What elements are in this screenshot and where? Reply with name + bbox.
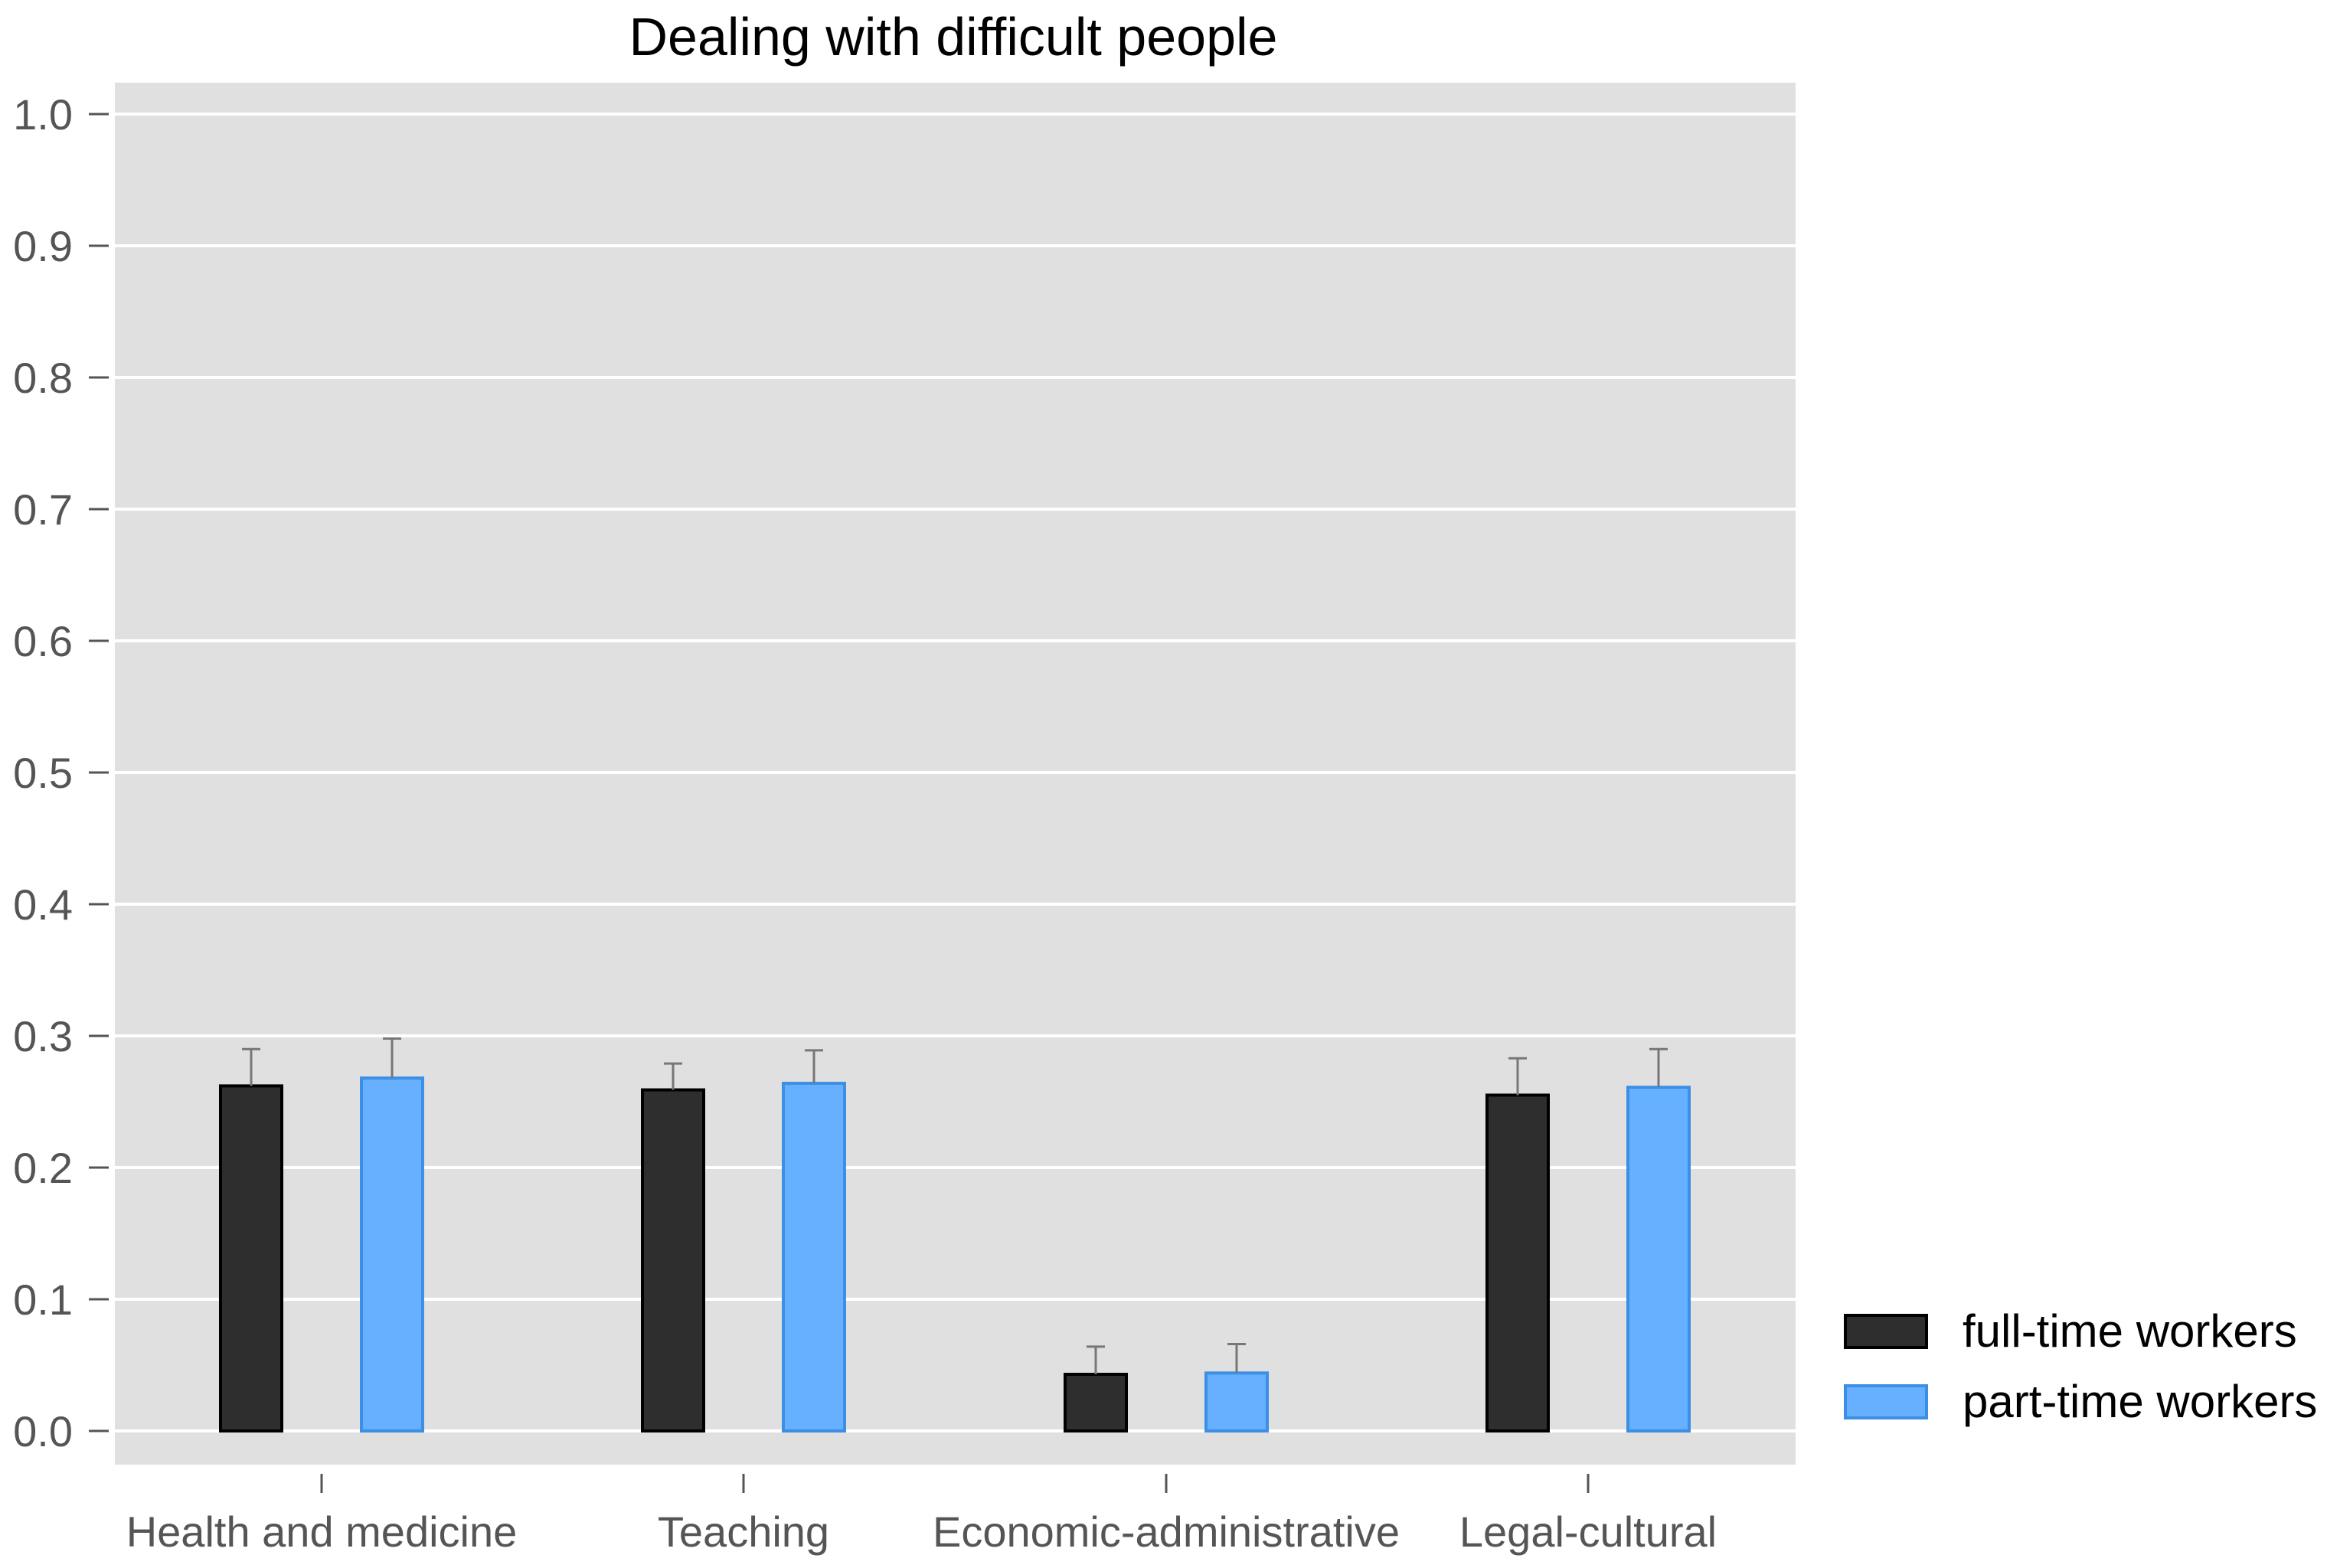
- y-tick-label: 0.9: [13, 222, 73, 270]
- x-tick-label: Economic-administrative: [933, 1508, 1400, 1556]
- bar-part-time: [782, 1081, 846, 1433]
- bar-part-time: [360, 1076, 424, 1433]
- legend-swatch: [1844, 1384, 1928, 1419]
- bar-full-time: [641, 1088, 705, 1433]
- y-tick-label: 1.0: [13, 90, 73, 139]
- legend-swatch: [1844, 1314, 1928, 1349]
- y-tick-label: 0.4: [13, 880, 73, 929]
- legend: full-time workers part-time workers: [1844, 1305, 2317, 1427]
- y-tick-label: 0.2: [13, 1144, 73, 1192]
- bar-full-time: [1485, 1093, 1550, 1433]
- y-tick-label: 0.7: [13, 485, 73, 534]
- x-tick-label: Health and medicine: [126, 1508, 518, 1556]
- chart-title: Dealing with difficult people: [629, 7, 1277, 67]
- y-tick-label: 0.1: [13, 1276, 73, 1324]
- y-tick-label: 0.0: [13, 1407, 73, 1455]
- bar-part-time: [1626, 1086, 1691, 1432]
- y-tick-label: 0.6: [13, 617, 73, 665]
- y-tick-label: 0.3: [13, 1012, 73, 1060]
- y-axis: 0.0 0.1 0.2 0.3 0.4 0.5 0.6 0.7 0.8 0.9 1.0: [13, 90, 109, 1455]
- y-tick-label: 0.8: [13, 354, 73, 402]
- bar-full-time: [219, 1084, 283, 1432]
- bar-full-time: [1064, 1373, 1128, 1433]
- legend-label: part-time workers: [1963, 1376, 2317, 1427]
- y-tick-label: 0.5: [13, 749, 73, 797]
- x-tick-label: Legal-cultural: [1459, 1508, 1717, 1556]
- bar-part-time: [1204, 1371, 1269, 1432]
- legend-label: full-time workers: [1963, 1305, 2297, 1357]
- bars: [219, 1037, 1691, 1433]
- x-axis: Health and medicine Teaching Economic-admi…: [126, 1474, 1717, 1556]
- x-tick-label: Teaching: [658, 1508, 829, 1556]
